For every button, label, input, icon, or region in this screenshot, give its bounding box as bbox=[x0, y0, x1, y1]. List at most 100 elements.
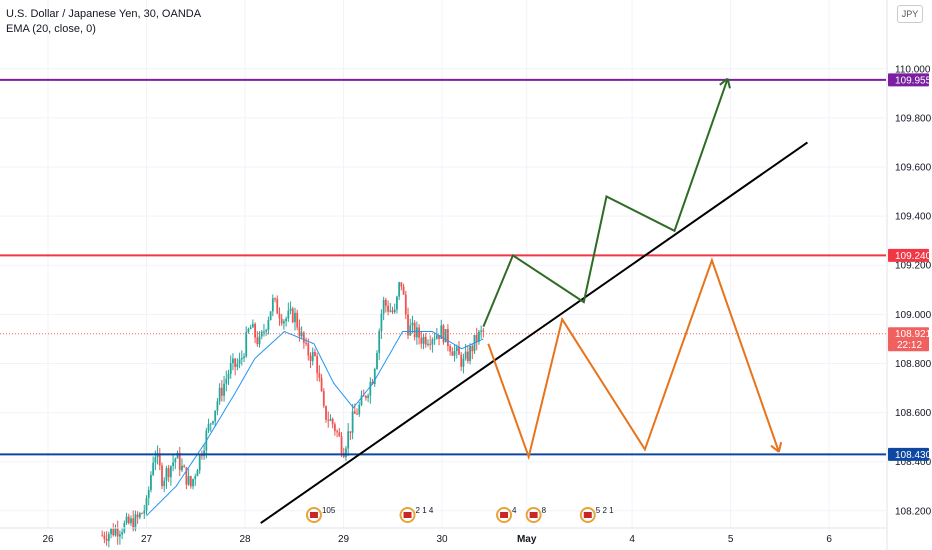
candle-body[interactable] bbox=[475, 334, 478, 342]
candle-body[interactable] bbox=[296, 312, 299, 328]
candle-body[interactable] bbox=[238, 359, 241, 364]
candle-body[interactable] bbox=[305, 342, 307, 344]
candle-body[interactable] bbox=[245, 332, 248, 357]
candle-body[interactable] bbox=[351, 411, 354, 433]
candle-body[interactable] bbox=[167, 468, 170, 478]
candle-body[interactable] bbox=[322, 391, 325, 406]
candle-body[interactable] bbox=[320, 377, 323, 392]
candle-body[interactable] bbox=[302, 332, 305, 343]
candle-body[interactable] bbox=[314, 351, 316, 356]
candle-body[interactable] bbox=[369, 381, 372, 396]
candle-body[interactable] bbox=[327, 419, 330, 421]
candle-body[interactable] bbox=[294, 312, 296, 323]
candle-body[interactable] bbox=[462, 358, 465, 367]
candle-body[interactable] bbox=[480, 330, 483, 332]
candle-body[interactable] bbox=[442, 325, 445, 343]
candle-body[interactable] bbox=[265, 330, 268, 332]
candle-body[interactable] bbox=[143, 510, 146, 514]
candle-body[interactable] bbox=[276, 298, 279, 314]
candle-body[interactable] bbox=[240, 357, 243, 360]
candle-body[interactable] bbox=[220, 387, 223, 396]
candle-body[interactable] bbox=[460, 354, 463, 367]
candle-body[interactable] bbox=[145, 498, 148, 511]
candle-body[interactable] bbox=[325, 405, 327, 420]
candle-body[interactable] bbox=[409, 325, 412, 336]
candle-body[interactable] bbox=[482, 330, 485, 332]
candle-body[interactable] bbox=[407, 314, 409, 336]
symbol-title[interactable]: U.S. Dollar / Japanese Yen, 30, OANDA bbox=[6, 8, 202, 20]
candle-body[interactable] bbox=[387, 305, 389, 312]
candle-body[interactable] bbox=[216, 401, 219, 411]
candle-body[interactable] bbox=[169, 466, 172, 478]
candle-body[interactable] bbox=[447, 329, 449, 347]
candle-body[interactable] bbox=[382, 299, 385, 314]
candle-body[interactable] bbox=[214, 410, 217, 422]
candle-body[interactable] bbox=[376, 352, 378, 369]
candle-body[interactable] bbox=[178, 452, 181, 471]
candle-body[interactable] bbox=[243, 356, 245, 358]
candle-body[interactable] bbox=[181, 465, 183, 471]
candle-body[interactable] bbox=[362, 395, 365, 397]
candle-body[interactable] bbox=[176, 452, 179, 459]
candle-body[interactable] bbox=[367, 395, 370, 398]
candle-body[interactable] bbox=[114, 528, 117, 536]
candle-body[interactable] bbox=[218, 387, 221, 402]
candle-body[interactable] bbox=[107, 534, 110, 541]
candle-body[interactable] bbox=[274, 298, 276, 300]
candle-body[interactable] bbox=[311, 351, 314, 361]
candle-body[interactable] bbox=[192, 479, 194, 487]
candle-body[interactable] bbox=[267, 320, 270, 331]
candle-body[interactable] bbox=[444, 329, 447, 343]
candle-body[interactable] bbox=[258, 336, 261, 345]
candle-body[interactable] bbox=[147, 490, 150, 499]
candle-body[interactable] bbox=[141, 513, 143, 515]
candle-body[interactable] bbox=[389, 310, 392, 312]
candle-body[interactable] bbox=[338, 432, 341, 437]
candle-body[interactable] bbox=[440, 325, 443, 339]
candle-body[interactable] bbox=[358, 404, 361, 415]
candle-body[interactable] bbox=[433, 338, 436, 340]
candle-body[interactable] bbox=[424, 336, 427, 345]
candle-body[interactable] bbox=[393, 309, 396, 313]
trend-line[interactable] bbox=[260, 141, 809, 524]
candle-body[interactable] bbox=[112, 528, 115, 536]
candle-body[interactable] bbox=[236, 363, 239, 367]
price-tag[interactable] bbox=[888, 327, 929, 352]
candle-body[interactable] bbox=[378, 331, 381, 353]
candle-body[interactable] bbox=[396, 296, 398, 310]
candle-body[interactable] bbox=[136, 514, 139, 518]
candle-body[interactable] bbox=[289, 308, 292, 311]
candle-body[interactable] bbox=[331, 418, 334, 425]
candle-body[interactable] bbox=[161, 465, 163, 487]
candle-body[interactable] bbox=[105, 538, 108, 541]
candle-body[interactable] bbox=[121, 532, 124, 535]
candle-body[interactable] bbox=[356, 413, 358, 415]
candle-body[interactable] bbox=[455, 347, 458, 352]
candle-body[interactable] bbox=[466, 351, 469, 362]
candle-body[interactable] bbox=[223, 383, 225, 396]
candle-body[interactable] bbox=[196, 470, 199, 477]
candle-body[interactable] bbox=[254, 323, 256, 338]
candle-body[interactable] bbox=[318, 373, 321, 378]
price-tag[interactable] bbox=[888, 447, 929, 461]
indicator-label[interactable]: EMA (20, close, 0) bbox=[6, 23, 96, 35]
candle-body[interactable] bbox=[251, 323, 254, 328]
candle-body[interactable] bbox=[225, 378, 228, 384]
candle-body[interactable] bbox=[280, 318, 283, 324]
candle-body[interactable] bbox=[229, 363, 232, 375]
candle-body[interactable] bbox=[449, 346, 452, 352]
candle-body[interactable] bbox=[194, 476, 197, 480]
candle-body[interactable] bbox=[400, 282, 403, 287]
candle-body[interactable] bbox=[285, 318, 288, 322]
candle-body[interactable] bbox=[110, 528, 112, 535]
projection-up[interactable] bbox=[482, 78, 729, 327]
candle-body[interactable] bbox=[422, 336, 425, 344]
candle-body[interactable] bbox=[453, 351, 456, 356]
candle-body[interactable] bbox=[469, 346, 471, 362]
candle-body[interactable] bbox=[103, 535, 106, 539]
candle-body[interactable] bbox=[347, 431, 350, 449]
candle-body[interactable] bbox=[373, 368, 376, 385]
candle-body[interactable] bbox=[384, 299, 387, 306]
candle-body[interactable] bbox=[287, 310, 290, 319]
candle-body[interactable] bbox=[427, 343, 429, 345]
